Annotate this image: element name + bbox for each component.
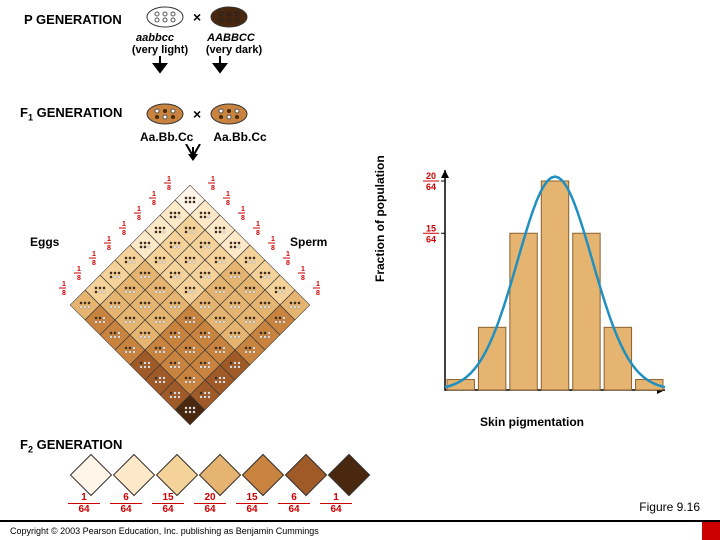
fraction-label: 664 bbox=[278, 492, 320, 515]
fraction-label: 1564 bbox=[152, 492, 194, 515]
cross-symbol: × bbox=[193, 9, 201, 25]
svg-text:8: 8 bbox=[62, 290, 66, 297]
svg-text:8: 8 bbox=[137, 215, 141, 222]
p-light-gamete bbox=[145, 5, 185, 29]
svg-text:1: 1 bbox=[316, 281, 320, 288]
svg-text:8: 8 bbox=[77, 275, 81, 282]
color-scale-swatch bbox=[113, 454, 155, 496]
svg-text:1: 1 bbox=[77, 266, 81, 273]
svg-text:1: 1 bbox=[256, 221, 260, 228]
p-generation-label: P GENERATION bbox=[24, 12, 122, 27]
color-scale-swatch bbox=[285, 454, 327, 496]
divider bbox=[0, 520, 720, 522]
distribution-chart: 20641564 bbox=[400, 150, 680, 400]
svg-text:8: 8 bbox=[107, 245, 111, 252]
f1-generation-label: F1 GENERATION bbox=[20, 105, 122, 123]
svg-text:8: 8 bbox=[167, 185, 171, 192]
f1-right-gamete bbox=[209, 102, 249, 126]
svg-text:1: 1 bbox=[241, 206, 245, 213]
f1-right-genotype: Aa.Bb.Cc bbox=[213, 130, 266, 144]
f1-genotype-labels: Aa.Bb.Cc Aa.Bb.Cc bbox=[140, 130, 267, 144]
svg-text:8: 8 bbox=[211, 185, 215, 192]
color-scale-swatch bbox=[328, 454, 370, 496]
svg-text:8: 8 bbox=[226, 200, 230, 207]
fraction-label: 164 bbox=[68, 492, 110, 515]
fraction-label: 664 bbox=[110, 492, 152, 515]
svg-text:64: 64 bbox=[426, 182, 436, 192]
p-genotype-labels: aabbcc AABBCC (very light) (very dark) bbox=[125, 32, 269, 56]
svg-text:1: 1 bbox=[107, 236, 111, 243]
svg-text:8: 8 bbox=[241, 215, 245, 222]
svg-text:1: 1 bbox=[286, 251, 290, 258]
figure-number: Figure 9.16 bbox=[639, 500, 700, 514]
f1-generation-cross: × bbox=[145, 102, 249, 126]
fraction-label: 164 bbox=[320, 492, 362, 515]
svg-text:1: 1 bbox=[301, 266, 305, 273]
svg-text:1: 1 bbox=[152, 191, 156, 198]
svg-text:15: 15 bbox=[426, 223, 436, 233]
svg-text:8: 8 bbox=[316, 290, 320, 297]
svg-text:1: 1 bbox=[271, 236, 275, 243]
svg-text:1: 1 bbox=[167, 176, 171, 183]
arrow-icon bbox=[150, 56, 170, 74]
svg-text:20: 20 bbox=[426, 171, 436, 181]
color-scale bbox=[70, 460, 370, 490]
fraction-label: 2064 bbox=[194, 492, 236, 515]
color-scale-swatch bbox=[156, 454, 198, 496]
svg-text:1: 1 bbox=[211, 176, 215, 183]
svg-text:8: 8 bbox=[271, 245, 275, 252]
svg-text:8: 8 bbox=[256, 230, 260, 237]
svg-text:1: 1 bbox=[226, 191, 230, 198]
x-axis-label: Skin pigmentation bbox=[480, 415, 584, 429]
f1-left-gamete bbox=[145, 102, 185, 126]
svg-text:1: 1 bbox=[137, 206, 141, 213]
fraction-label: 1564 bbox=[236, 492, 278, 515]
svg-text:1: 1 bbox=[122, 221, 126, 228]
color-scale-swatch bbox=[199, 454, 241, 496]
cross-symbol: × bbox=[193, 106, 201, 122]
svg-text:8: 8 bbox=[301, 275, 305, 282]
svg-text:1: 1 bbox=[62, 281, 66, 288]
svg-text:1: 1 bbox=[92, 251, 96, 258]
y-axis-label: Fraction of population bbox=[373, 155, 387, 282]
svg-text:8: 8 bbox=[152, 200, 156, 207]
p-left-phenotype: (very light) bbox=[125, 44, 195, 56]
p-generation-cross: × bbox=[145, 5, 249, 29]
color-scale-swatch bbox=[70, 454, 112, 496]
f1-left-genotype: Aa.Bb.Cc bbox=[140, 130, 193, 144]
arrow-icon bbox=[210, 56, 230, 74]
publisher-mark bbox=[702, 522, 720, 540]
f2-generation-label: F2 GENERATION bbox=[20, 437, 122, 455]
p-right-phenotype: (very dark) bbox=[199, 44, 269, 56]
svg-text:8: 8 bbox=[122, 230, 126, 237]
copyright-text: Copyright © 2003 Pearson Education, Inc.… bbox=[10, 526, 319, 536]
svg-text:8: 8 bbox=[286, 260, 290, 267]
punnett-square: 1 8 1 8 1 8 1 8 1 8 1 8 1 8 1 8 1 8 1 8 1 8 1 8 1 8 1 8 1 8 1 8 bbox=[50, 160, 330, 430]
color-scale-swatch bbox=[242, 454, 284, 496]
svg-text:64: 64 bbox=[426, 234, 436, 244]
color-scale-fractions: 164664156420641564664164 bbox=[68, 492, 362, 515]
p-dark-gamete bbox=[209, 5, 249, 29]
p-right-genotype: AABBCC bbox=[201, 32, 261, 44]
svg-text:8: 8 bbox=[92, 260, 96, 267]
p-left-genotype: aabbcc bbox=[125, 32, 185, 44]
